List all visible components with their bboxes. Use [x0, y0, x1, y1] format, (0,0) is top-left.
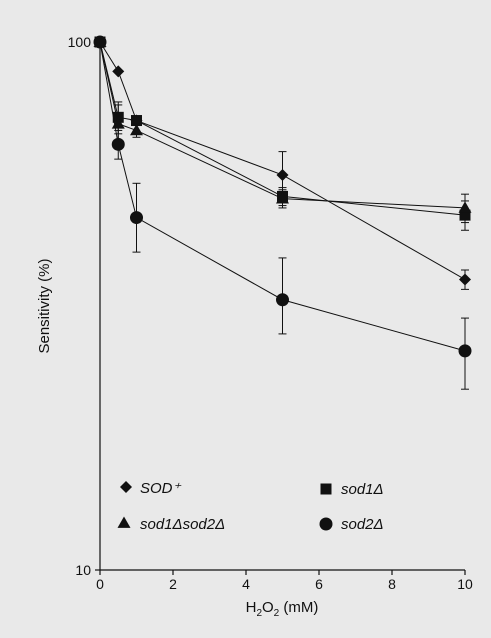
data-point-triangle [458, 201, 472, 213]
data-point-diamond [112, 65, 125, 78]
data-point-circle [458, 344, 472, 358]
data-point-circle [111, 137, 125, 151]
legend: SOD⁺ sod1Δ sod1Δsod2Δ sod2Δ [117, 480, 384, 533]
data-point-diamond [459, 273, 471, 286]
legend-label: sod1Δ [341, 481, 384, 498]
legend-label: SOD⁺ [140, 480, 182, 497]
axes [99, 42, 465, 571]
legend-marker-diamond [120, 481, 132, 493]
x-axis-title: H2O2 (mM) [246, 599, 319, 619]
x-tick-label: 4 [242, 576, 250, 592]
x-tick-label: 8 [388, 576, 396, 592]
y-tick-label: 10 [75, 562, 91, 578]
legend-label: sod2Δ [341, 516, 384, 533]
legend-marker-square [320, 483, 332, 495]
x-tick-label: 0 [96, 576, 104, 592]
data-point-circle [93, 35, 107, 49]
data-point-triangle [130, 123, 143, 136]
data-point-circle [130, 211, 143, 225]
x-ticks: 0 2 4 6 8 10 [96, 570, 473, 592]
y-ticks: 10 100 [68, 34, 100, 578]
series-circle [93, 35, 472, 390]
data-point-square [131, 115, 142, 127]
x-tick-label: 10 [457, 576, 473, 592]
legend-marker-triangle [117, 516, 131, 528]
y-axis-title: Sensitivity (%) [36, 258, 53, 353]
legend-label: sod1Δsod2Δ [140, 516, 225, 533]
x-tick-label: 2 [169, 576, 177, 592]
series-layer [93, 35, 472, 390]
data-point-circle [276, 293, 289, 307]
legend-marker-circle [319, 517, 333, 531]
data-point-diamond [276, 168, 289, 181]
data-point-triangle [276, 192, 289, 204]
y-tick-label: 100 [68, 34, 92, 50]
x-tick-label: 6 [315, 576, 323, 592]
